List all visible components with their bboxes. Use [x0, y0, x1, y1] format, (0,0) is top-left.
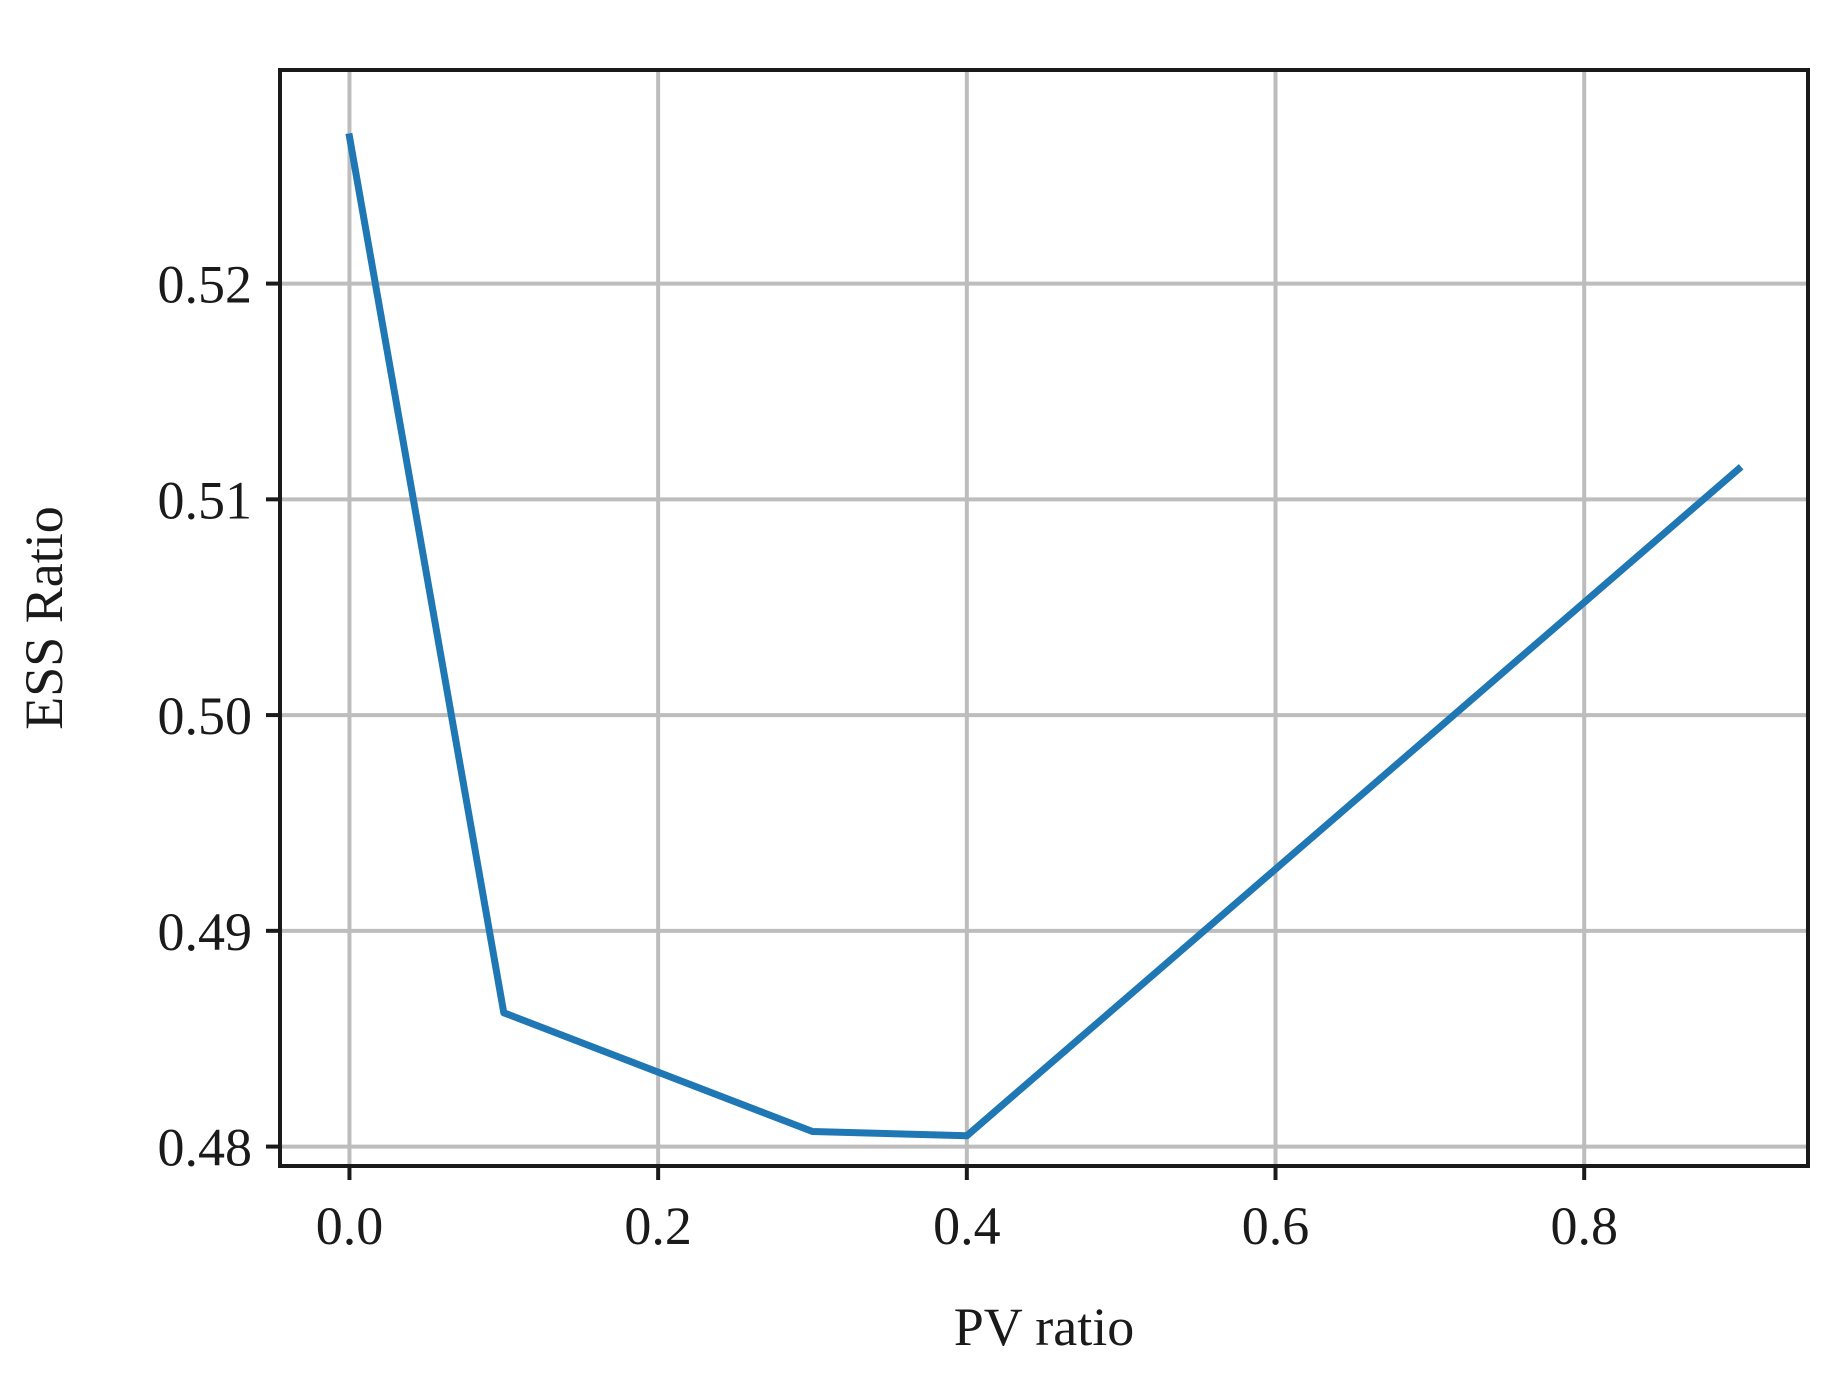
y-tick-label: 0.49 [158, 902, 253, 962]
x-tick-label: 0.6 [1242, 1196, 1310, 1256]
data-point [966, 1135, 968, 1137]
y-tick-label: 0.52 [158, 255, 253, 315]
data-point [348, 136, 350, 138]
x-tick-label: 0.8 [1550, 1196, 1618, 1256]
axes-frame [278, 68, 1810, 1168]
data-point [811, 1130, 813, 1132]
x-tick-label: 0.4 [933, 1196, 1001, 1256]
x-axis-label: PV ratio [954, 1297, 1135, 1357]
y-axis-label: ESS Ratio [14, 506, 74, 730]
y-tick-label: 0.50 [158, 686, 253, 746]
y-tick-label: 0.48 [158, 1118, 253, 1178]
series [345, 132, 1744, 1140]
x-tick-label: 0.2 [624, 1196, 692, 1256]
data-point [1738, 468, 1740, 470]
grid [280, 70, 1808, 1166]
data-point [503, 1012, 505, 1014]
tick-labels: 0.0 0.2 0.4 0.6 0.8 0.48 0.49 0.50 0.51 0.52 [158, 255, 1618, 1256]
ticks [266, 281, 1587, 1180]
y-tick-label: 0.51 [158, 470, 253, 530]
x-tick-label: 0.0 [316, 1196, 384, 1256]
